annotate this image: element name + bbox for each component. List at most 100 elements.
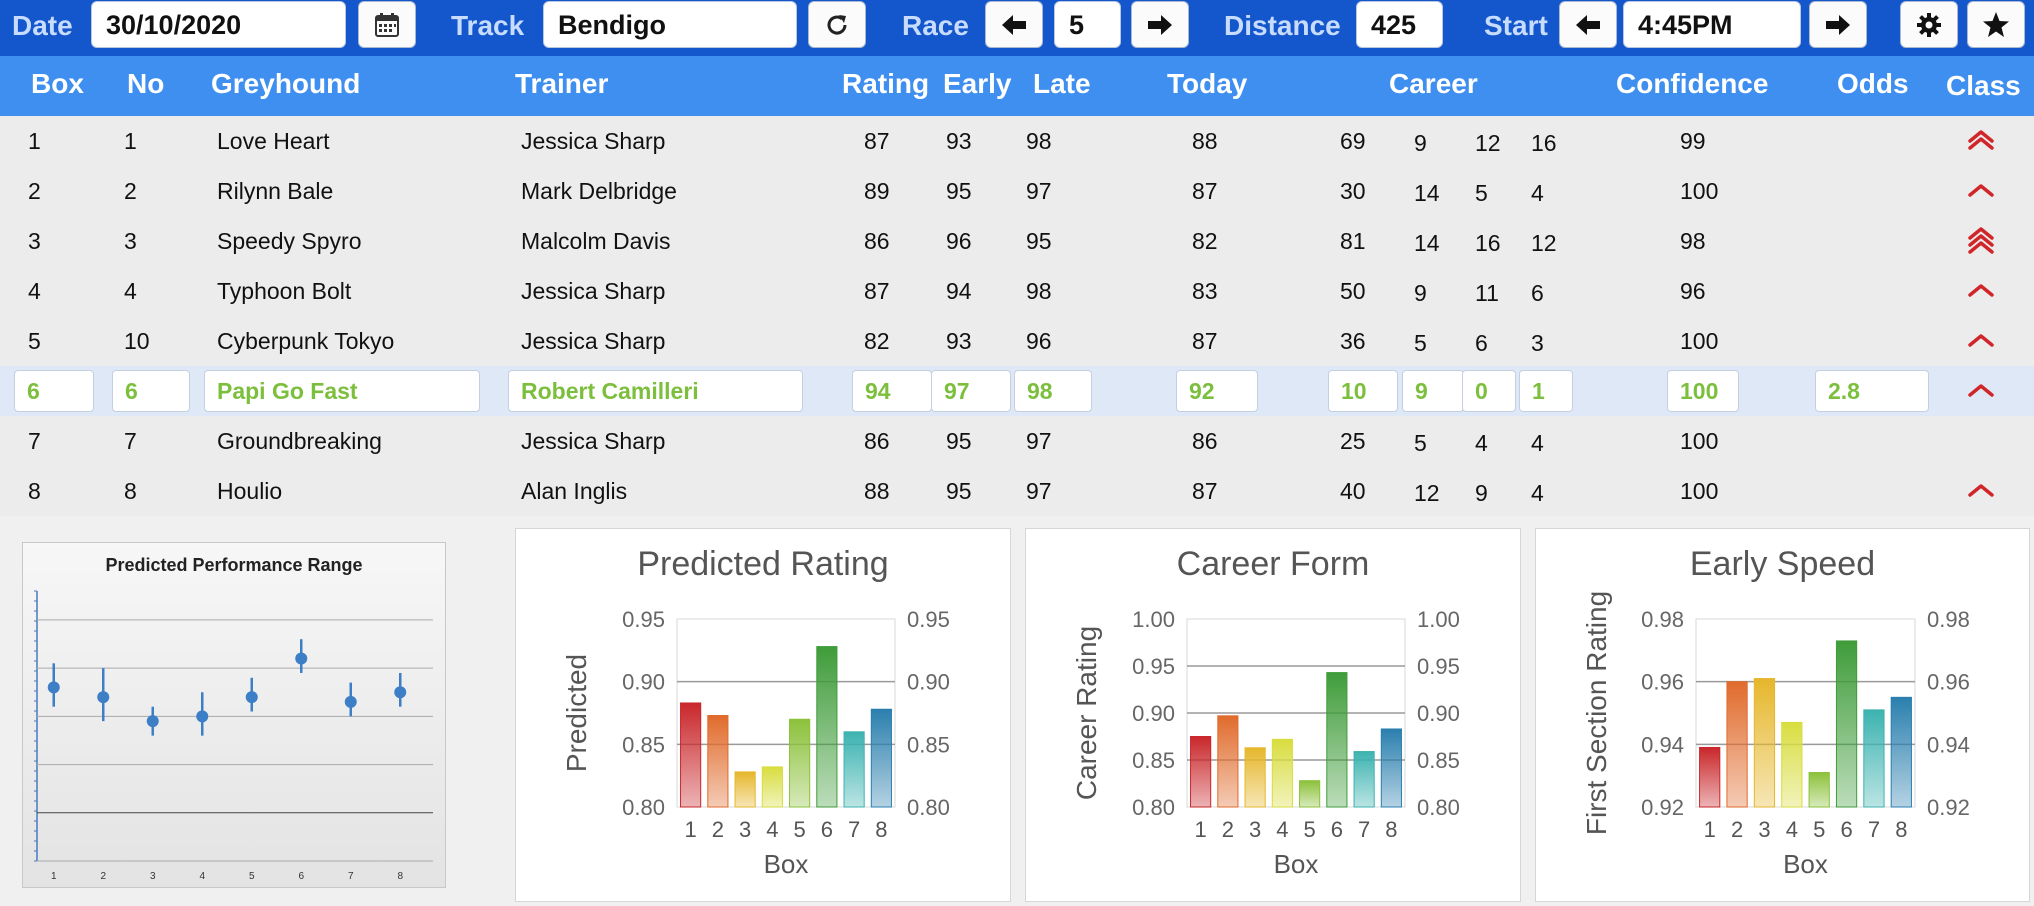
career-starts-cell: 36 <box>1340 328 1366 354</box>
number-cell: 2 <box>124 178 137 204</box>
rating-cell: 88 <box>864 478 890 504</box>
table-row[interactable]: 8 8 Houlio Alan Inglis 88 95 97 87 40 12 9 4 100 <box>0 466 2034 516</box>
career-wins-cell: 14 <box>1414 180 1440 206</box>
number-cell[interactable]: 6 <box>112 370 190 412</box>
table-row[interactable]: 1 1 Love Heart Jessica Sharp 87 93 98 88 69 9 12 16… <box>0 116 2034 166</box>
rating-cell[interactable]: 94 <box>852 370 932 412</box>
start-prev-button[interactable] <box>1559 1 1617 48</box>
confidence-cell: 98 <box>1680 228 1706 254</box>
career-starts-cell[interactable]: 10 <box>1328 370 1398 412</box>
career-starts-cell: 50 <box>1340 278 1366 304</box>
track-field[interactable]: Bendigo <box>543 1 797 48</box>
confidence-cell[interactable]: 100 <box>1667 370 1739 412</box>
favorite-button[interactable] <box>1967 1 2025 48</box>
y-tick-label-left: 0.92 <box>1641 795 1684 820</box>
start-next-button[interactable] <box>1809 1 1867 48</box>
distance-field[interactable]: 425 <box>1356 1 1443 48</box>
calendar-button[interactable] <box>358 1 416 48</box>
col-rating[interactable]: Rating <box>842 68 930 99</box>
box-cell: 2 <box>28 178 41 204</box>
x-tick-label: 7 <box>348 871 354 882</box>
x-tick-label: 5 <box>249 871 255 882</box>
y-axis-label: Career Rating <box>1071 626 1102 800</box>
col-no[interactable]: No <box>127 68 165 99</box>
x-axis-label: Box <box>1783 849 1828 879</box>
refresh-button[interactable] <box>808 1 866 48</box>
table-row[interactable]: 4 4 Typhoon Bolt Jessica Sharp 87 94 98 83 50 9 11… <box>0 266 2034 316</box>
x-tick-label: 5 <box>1813 817 1825 842</box>
confidence-cell: 100 <box>1680 478 1719 504</box>
range-chart-plot: 1 2 3 4 5 6 7 8 <box>34 590 433 882</box>
chevron-up-icon <box>1968 184 1994 197</box>
col-trainer[interactable]: Trainer <box>515 68 609 99</box>
career-thirds-cell: 4 <box>1531 430 1544 456</box>
number-cell: 8 <box>124 478 137 504</box>
career-thirds-cell[interactable]: 1 <box>1519 370 1573 412</box>
greyhound-name-cell[interactable]: Papi Go Fast <box>204 370 480 412</box>
col-late[interactable]: Late <box>1033 68 1091 99</box>
career-seconds-cell[interactable]: 0 <box>1462 370 1516 412</box>
career-starts-cell: 40 <box>1340 478 1366 504</box>
odds-cell[interactable]: 2.8 <box>1815 370 1929 412</box>
range-chart-title: Predicted Performance Range <box>105 555 363 575</box>
gear-icon <box>1917 12 1941 37</box>
y-tick-label-left: 0.85 <box>1132 748 1175 773</box>
y-tick-label-left: 0.94 <box>1641 732 1684 757</box>
career-seconds-cell: 4 <box>1475 430 1488 456</box>
box-cell: 5 <box>28 328 41 354</box>
late-cell: 98 <box>1026 128 1052 154</box>
race-field[interactable]: 5 <box>1054 1 1121 48</box>
table-row[interactable]: 5 10 Cyberpunk Tokyo Jessica Sharp 82 93 96 87 3… <box>0 316 2034 366</box>
table-row[interactable]: 6 6 Papi Go Fast Robert Camilleri 94 97 98 92 10… <box>0 366 2034 416</box>
table-row[interactable]: 2 2 Rilynn Bale Mark Delbridge 89 95 97 87 30 14 5… <box>0 166 2034 216</box>
career-seconds-cell: 6 <box>1475 330 1488 356</box>
distance-label: Distance <box>1224 10 1341 41</box>
today-cell[interactable]: 92 <box>1176 370 1258 412</box>
late-cell: 95 <box>1026 228 1052 254</box>
col-class[interactable]: Class <box>1946 70 2021 101</box>
x-tick-label: 2 <box>100 871 106 882</box>
col-box[interactable]: Box <box>31 68 84 99</box>
col-today[interactable]: Today <box>1167 68 1248 99</box>
early-cell: 96 <box>946 228 972 254</box>
race-next-button[interactable] <box>1131 1 1189 48</box>
table-row[interactable]: 3 3 Speedy Spyro Malcolm Davis 86 96 95 82 81 14 1… <box>0 216 2034 266</box>
y-tick-label-right: 1.00 <box>1417 607 1460 632</box>
date-field[interactable]: 30/10/2020 <box>91 1 346 48</box>
table-row[interactable]: 7 7 Groundbreaking Jessica Sharp 86 95 97 86 25 5… <box>0 416 2034 466</box>
settings-button[interactable] <box>1900 1 1958 48</box>
career-wins-cell[interactable]: 9 <box>1402 370 1464 412</box>
x-tick-label: 1 <box>1195 817 1207 842</box>
rating-cell: 82 <box>864 328 890 354</box>
col-greyhound[interactable]: Greyhound <box>211 68 361 99</box>
start-time-field[interactable]: 4:45PM <box>1623 1 1801 48</box>
rating-cell: 87 <box>864 278 890 304</box>
col-confidence[interactable]: Confidence <box>1616 68 1769 99</box>
race-prev-button[interactable] <box>985 1 1043 48</box>
rating-cell: 87 <box>864 128 890 154</box>
bar-box-3 <box>734 771 756 808</box>
x-tick-label: 2 <box>1222 817 1234 842</box>
box-cell: 7 <box>28 428 41 454</box>
today-cell: 87 <box>1192 178 1218 204</box>
trainer-cell[interactable]: Robert Camilleri <box>508 370 803 412</box>
greyhound-name-cell: Rilynn Bale <box>217 178 334 204</box>
y-tick-label-right: 0.94 <box>1927 732 1970 757</box>
range-point <box>344 695 357 708</box>
triple-chevron-up-icon <box>1968 227 1994 254</box>
col-odds[interactable]: Odds <box>1837 68 1909 99</box>
x-tick-label: 6 <box>298 871 304 882</box>
col-early[interactable]: Early <box>943 68 1012 99</box>
late-cell[interactable]: 98 <box>1014 370 1092 412</box>
col-career[interactable]: Career <box>1389 68 1478 99</box>
career-wins-cell: 5 <box>1414 330 1427 356</box>
late-cell: 97 <box>1026 178 1052 204</box>
career-thirds-cell: 3 <box>1531 330 1544 356</box>
early-cell: 95 <box>946 478 972 504</box>
career-seconds-cell: 5 <box>1475 180 1488 206</box>
career-thirds-cell: 4 <box>1531 180 1544 206</box>
early-cell[interactable]: 97 <box>931 370 1011 412</box>
x-tick-label: 1 <box>51 871 57 882</box>
late-cell: 96 <box>1026 328 1052 354</box>
box-cell[interactable]: 6 <box>14 370 94 412</box>
